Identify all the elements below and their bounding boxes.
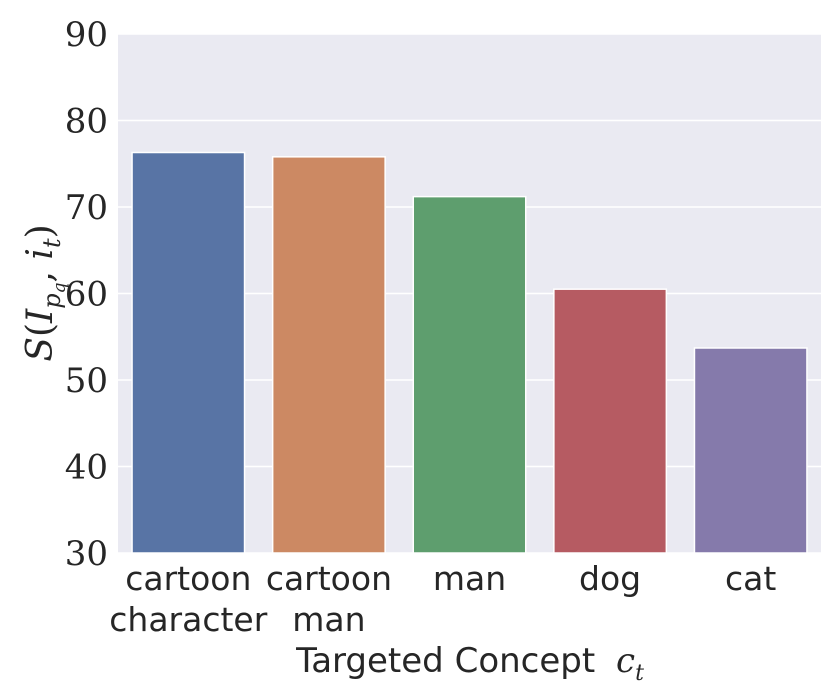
- y-tick-labels: 30 40 50 60 70 80 90: [65, 15, 108, 574]
- x-tick-label: cat: [725, 559, 776, 598]
- x-tick-label: cartoon: [266, 559, 392, 598]
- bar: [693, 347, 808, 554]
- bar: [553, 288, 668, 554]
- x-tick-label: dog: [579, 559, 641, 598]
- bar: [131, 151, 246, 554]
- y-tick-label: 50: [65, 361, 108, 401]
- y-axis-title-open: (: [20, 323, 61, 337]
- x-axis-title: Targeted Concept ct: [295, 641, 644, 686]
- y-axis-title-i: I: [20, 308, 61, 324]
- y-axis-title-sub-p: p: [38, 293, 66, 308]
- x-axis-title-math: c: [616, 641, 635, 681]
- x-axis-title-text: Targeted Concept: [295, 641, 595, 681]
- x-tick-label: character: [109, 600, 267, 639]
- y-axis-title-close: ): [20, 224, 61, 238]
- y-tick-label: 80: [65, 102, 108, 142]
- bar: [271, 156, 386, 554]
- y-axis-title-sub-t: t: [38, 238, 66, 248]
- y-tick-label: 90: [65, 15, 108, 55]
- y-axis-title-comma: ,: [20, 260, 61, 283]
- x-tick-label: man: [433, 559, 506, 598]
- bar: [412, 195, 527, 554]
- x-tick-label: cartoon: [125, 559, 251, 598]
- y-axis-title-s: S: [20, 337, 61, 362]
- y-axis-title-i2: i: [20, 248, 61, 260]
- x-axis-title-math-sub: t: [635, 661, 644, 686]
- y-axis-title-sub-q: q: [50, 282, 70, 293]
- y-tick-label: 60: [65, 275, 108, 315]
- bars: [131, 151, 808, 554]
- y-tick-label: 30: [65, 534, 108, 574]
- y-tick-label: 70: [65, 188, 108, 228]
- y-axis-title: S(Ipq, it): [20, 224, 70, 361]
- y-tick-label: 40: [65, 448, 108, 488]
- svg-text:S(Ipq, it): S(Ipq, it): [20, 224, 70, 361]
- x-tick-label: man: [292, 600, 365, 639]
